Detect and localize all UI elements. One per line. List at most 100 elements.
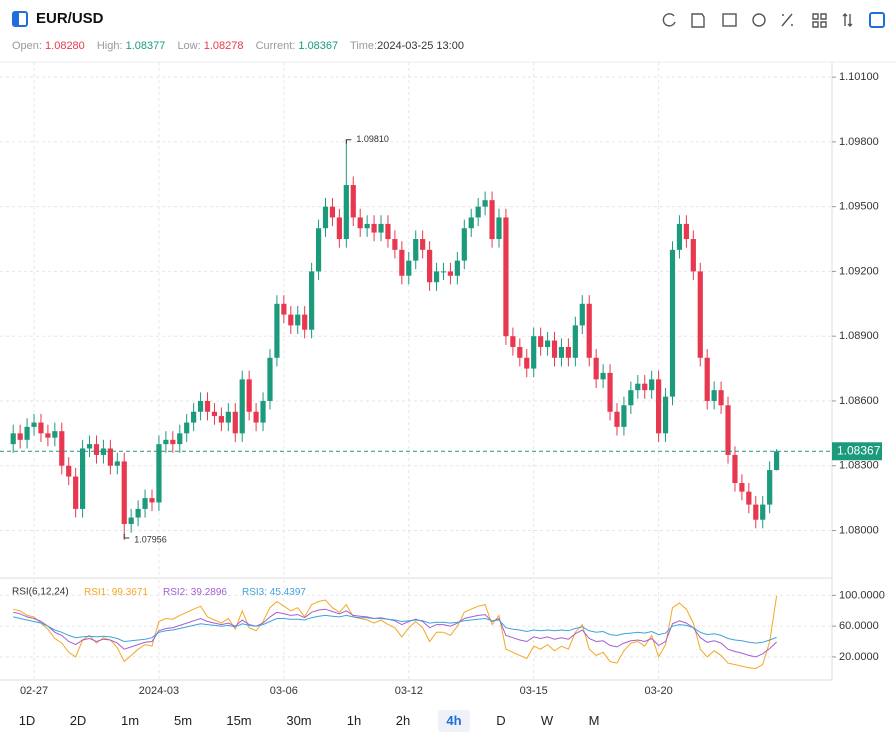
pie-icon[interactable] [752, 13, 766, 27]
rsi-line [13, 614, 777, 644]
y-tick-label: 1.09800 [839, 136, 879, 148]
timeframe-button[interactable]: 2h [395, 713, 411, 728]
legend-value: 39.2896 [191, 587, 228, 598]
timeframe-button[interactable]: 1h [346, 713, 362, 728]
candle-body [558, 346, 565, 358]
time-label: Time: [350, 40, 378, 52]
y-tick-label: 1.08000 [839, 524, 879, 536]
candle-body [732, 454, 738, 484]
extreme-label: 1.09810 [356, 134, 389, 144]
timeframe-button[interactable]: 30m [286, 713, 312, 728]
percent-icon[interactable] [781, 13, 793, 27]
draw-icon[interactable] [691, 13, 705, 28]
candle-body [10, 433, 16, 445]
indicator-title: RSI(6,12,24) [12, 587, 69, 598]
candle-body [204, 400, 211, 412]
candle-body [350, 185, 356, 218]
layout-icon[interactable] [812, 13, 827, 28]
current-label: Current: [255, 40, 296, 52]
panel-icon[interactable] [869, 12, 885, 28]
candle-body [704, 357, 710, 401]
open-value: 1.08280 [45, 40, 85, 52]
candle-body [697, 271, 703, 358]
x-tick-label: 02-27 [20, 685, 48, 697]
image-icon[interactable] [722, 13, 737, 27]
candle-body [66, 465, 72, 477]
candle-body [232, 411, 238, 434]
candle-body [378, 223, 384, 233]
candle-body [468, 217, 474, 229]
candle-body [600, 372, 606, 380]
candle-body [142, 498, 148, 509]
rsi-line [13, 595, 778, 670]
candle-body [461, 228, 467, 261]
y-tick-label: 1.10100 [839, 71, 879, 83]
candle-body [510, 336, 516, 347]
candle-body [156, 444, 162, 503]
candle-body [107, 448, 113, 466]
candle-body [607, 372, 613, 412]
last-price-label: 1.08367 [837, 443, 881, 457]
candle-body [656, 379, 662, 434]
y-tick-label: 1.09200 [839, 265, 879, 277]
candle-body [267, 357, 273, 401]
sidebar-icon[interactable] [12, 11, 28, 27]
timeframe-button[interactable]: 15m [226, 713, 252, 728]
candle-body [517, 346, 523, 358]
candle-body [184, 422, 190, 434]
time-value: 2024-03-25 13:00 [377, 40, 464, 52]
candle-body [163, 439, 169, 445]
candle-body [274, 303, 280, 358]
candle-body [197, 400, 204, 412]
candle-body [59, 431, 65, 466]
candle-body [774, 451, 780, 471]
candle-body [100, 448, 107, 455]
timeframe-button[interactable]: 1m [120, 713, 140, 728]
last-price-box [832, 442, 882, 461]
candle-body [475, 206, 481, 218]
candle-body [239, 379, 245, 434]
candle-body [288, 314, 294, 326]
chart: 02-27 2024-03 03-06 03-12 03-15 03-20 1.10100 1… [0, 61, 896, 697]
x-tick-label: 03-06 [270, 685, 298, 697]
candle-body [725, 405, 731, 455]
candle-body [295, 314, 301, 326]
candle-body [246, 379, 252, 412]
candle-body [80, 448, 86, 509]
candle-body [128, 517, 134, 525]
current-value: 1.08367 [298, 40, 339, 52]
candle-body [739, 483, 745, 492]
y-tick-label: 1.09500 [839, 201, 879, 213]
candle-body [302, 314, 308, 330]
candle-body [593, 357, 599, 380]
timeframe-button[interactable]: 4h [438, 710, 470, 732]
candle-body [329, 206, 336, 218]
candle-body [260, 400, 266, 423]
timeframe-button[interactable]: 5m [173, 713, 193, 728]
timeframe-button[interactable]: W [540, 713, 554, 728]
candle-body [399, 249, 405, 276]
sort-icon[interactable] [842, 13, 853, 27]
refresh-icon[interactable] [662, 13, 676, 27]
candle-body [322, 206, 329, 229]
candle-body [718, 390, 724, 406]
timeframe-button[interactable]: M [588, 713, 600, 728]
legend-name: RSI2: [163, 587, 188, 598]
candle-body [683, 223, 689, 240]
candle-body [669, 249, 676, 397]
candle-body [38, 422, 44, 434]
legend-entry: RSI3: 45.4397 [242, 587, 306, 598]
candle-body [482, 200, 488, 207]
candle-body [93, 444, 100, 455]
candle-body [642, 383, 648, 391]
timeframe-button[interactable]: 1D [18, 713, 36, 728]
candle-body [281, 303, 287, 315]
candle-body [17, 433, 23, 440]
candle-body [628, 390, 634, 406]
candle-body [662, 396, 669, 434]
timeframe-button[interactable]: D [496, 713, 506, 728]
candle-body [531, 336, 537, 369]
timeframe-button[interactable]: 2D [69, 713, 87, 728]
candle-body [211, 411, 218, 417]
legend-value: 45.4397 [270, 587, 307, 598]
